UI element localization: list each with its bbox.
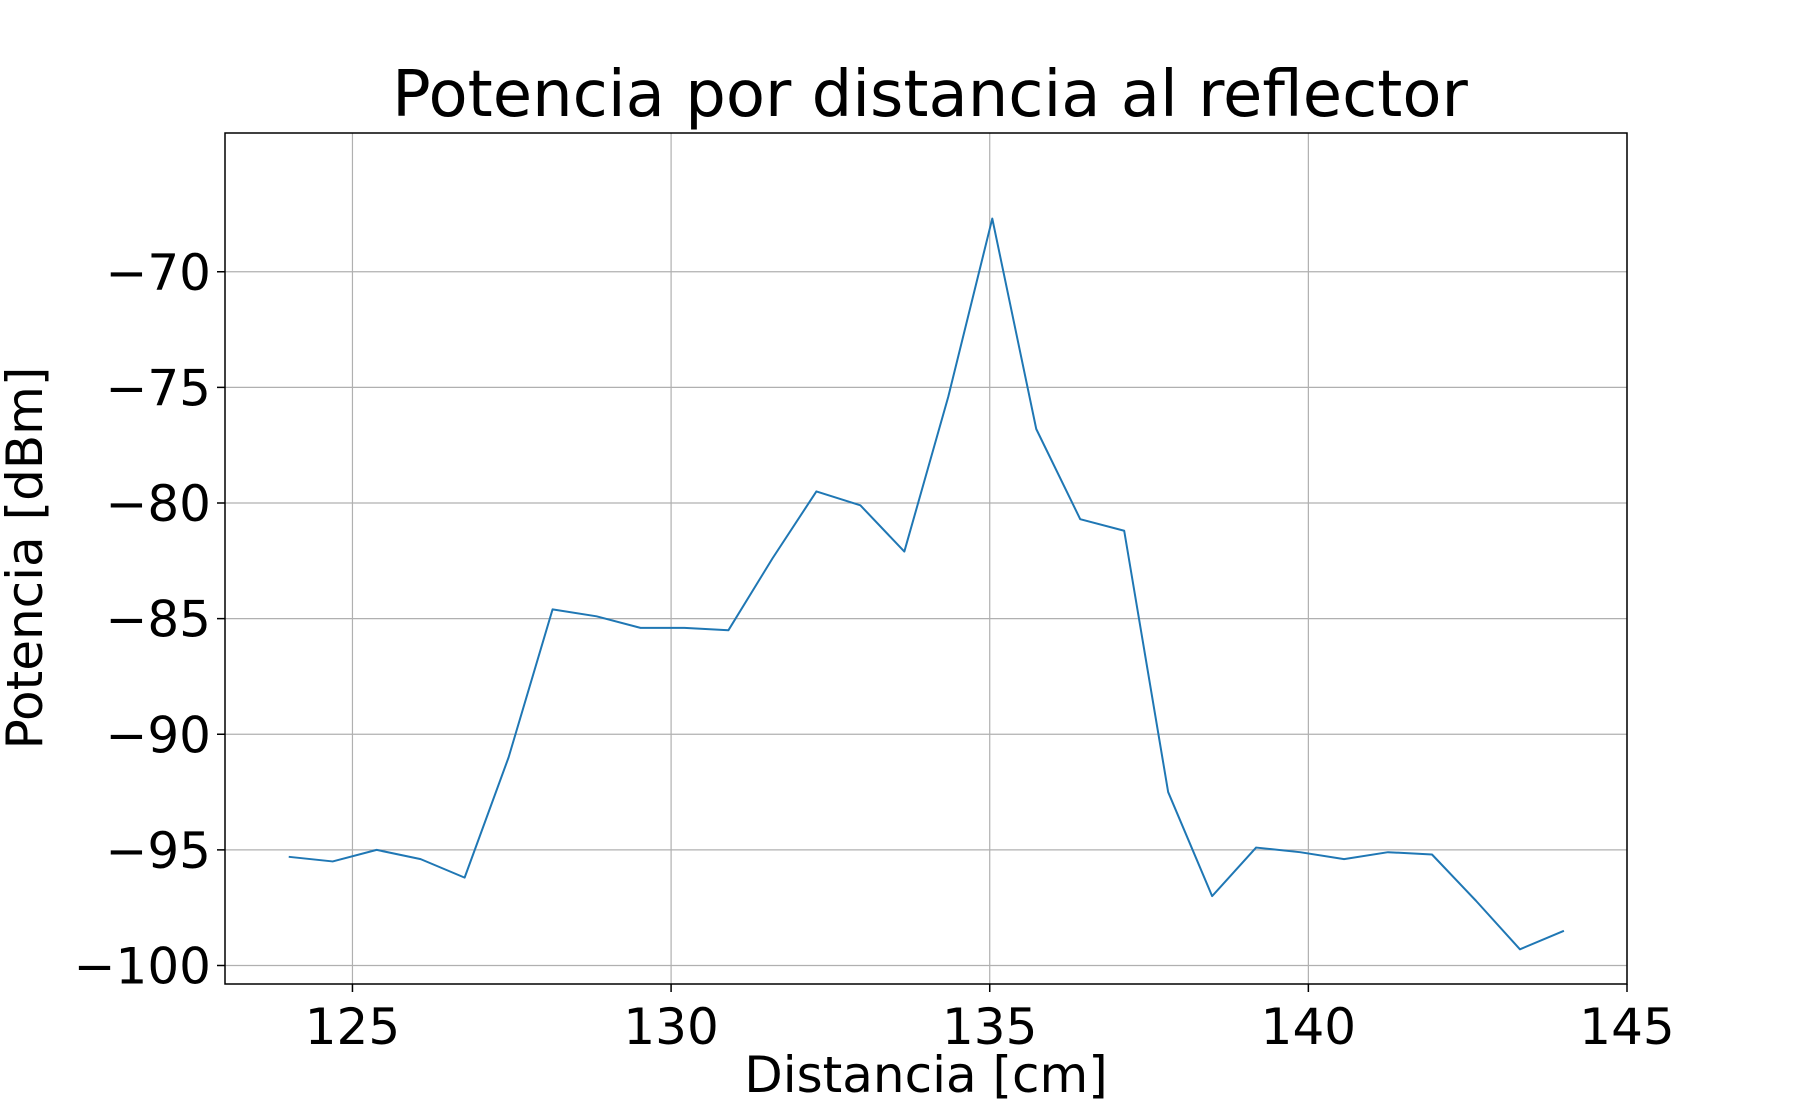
series-line — [288, 217, 1565, 951]
y-tick-label: −75 — [105, 359, 211, 417]
x-axis-label: Distancia [cm] — [744, 1046, 1108, 1100]
x-tick-label: 125 — [305, 998, 400, 1056]
series-layer — [288, 217, 1565, 951]
x-tick-label: 130 — [623, 998, 718, 1056]
y-tick-label: −100 — [74, 938, 211, 996]
y-tick-label: −90 — [105, 706, 211, 764]
x-tick-label: 135 — [942, 998, 1037, 1056]
y-tick-label: −95 — [105, 822, 211, 880]
chart-title: Potencia por distancia al reflector — [392, 58, 1468, 132]
x-tick-label: 140 — [1261, 998, 1356, 1056]
x-tick-label: 145 — [1579, 998, 1674, 1056]
y-tick-label: −85 — [105, 591, 211, 649]
y-axis-label: Potencia [dBm] — [0, 367, 54, 750]
y-tick-label: −80 — [105, 475, 211, 533]
y-tick-label: −70 — [105, 244, 211, 302]
plot-frame — [224, 132, 1628, 985]
ticks: 125 130 135 140 145 −100 −95 −90 −85 −80 −75 −70 — [74, 244, 1675, 1056]
